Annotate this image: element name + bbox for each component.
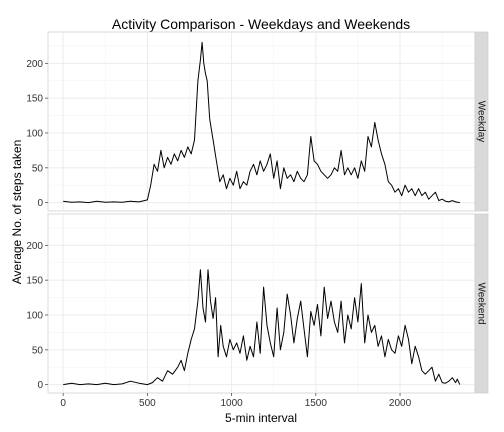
- chart-title: Activity Comparison - Weekdays and Weeke…: [112, 16, 410, 32]
- facet-strip: [474, 213, 489, 394]
- y-tick-label: 50: [32, 345, 44, 356]
- chart-panels: 0 50 100 150 200 Weekday 0 50 100 150 200 Weekend 0 5…: [26, 31, 489, 409]
- x-tick-label: 2000: [389, 398, 412, 409]
- facet-strip-label: Weekday: [476, 101, 487, 143]
- y-tick-label: 0: [37, 198, 43, 209]
- y-tick-label: 200: [26, 59, 43, 70]
- panel-background: [47, 213, 476, 394]
- series-line-weekday: [63, 41, 460, 204]
- x-axis-title: 5-min interval: [225, 411, 297, 425]
- y-tick-label: 150: [26, 94, 43, 105]
- x-tick-label: 500: [139, 398, 156, 409]
- y-tick-label: 200: [26, 241, 43, 252]
- x-tick-label: 1500: [305, 398, 328, 409]
- y-axis-title: Average No. of steps taken: [10, 140, 24, 285]
- panel-weekend: 0 50 100 150 200 Weekend 0 500 1000 1500 2000: [26, 213, 489, 409]
- y-tick-label: 100: [26, 310, 43, 321]
- panel-background: [47, 31, 476, 212]
- x-tick-label: 1000: [220, 398, 243, 409]
- y-tick-label: 0: [37, 380, 43, 391]
- x-tick-label: 0: [60, 398, 66, 409]
- panel-weekday: 0 50 100 150 200 Weekday: [26, 31, 489, 212]
- y-tick-label: 50: [32, 163, 44, 174]
- series-line-weekend: [63, 269, 461, 386]
- facet-strip: [474, 31, 489, 212]
- facet-strip-label: Weekend: [476, 282, 487, 324]
- y-tick-label: 100: [26, 128, 43, 139]
- y-tick-label: 150: [26, 276, 43, 287]
